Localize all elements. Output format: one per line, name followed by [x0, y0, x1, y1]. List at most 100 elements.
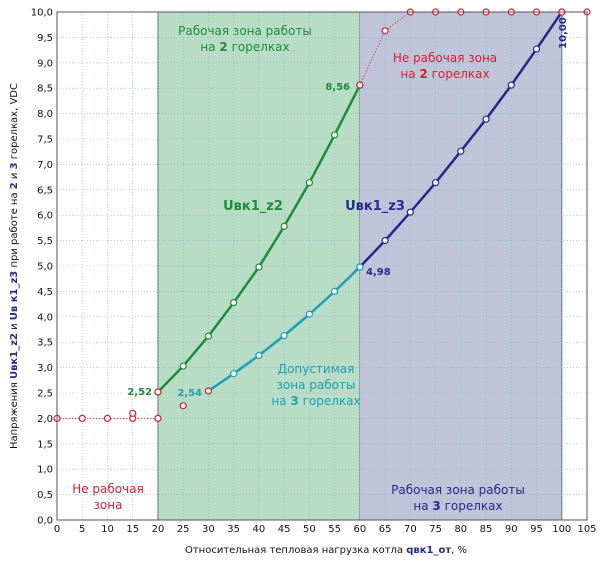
y-tick-label: 0,0 — [37, 516, 53, 527]
x-tick-label: 65 — [379, 524, 392, 535]
value-label-498: 4,98 — [366, 267, 391, 278]
y-tick-label: 9,5 — [37, 33, 53, 44]
x-tick-label: 75 — [429, 524, 442, 535]
annotation-not-working-left: Не рабочая зона — [72, 482, 144, 512]
point-allowed — [305, 310, 313, 318]
point-Uвк1_z3 — [482, 115, 490, 123]
x-tick-label: 15 — [126, 524, 139, 535]
y-tick-label: 4,0 — [37, 312, 53, 323]
x-tick-label: 5 — [79, 524, 85, 535]
y-tick-label: 1,5 — [37, 439, 53, 450]
point-red_left — [103, 414, 112, 422]
x-tick-label: 20 — [152, 524, 165, 535]
point-allowed — [255, 351, 263, 360]
point-Uвк1_z2 — [204, 332, 213, 340]
x-tick-label: 35 — [227, 524, 240, 535]
point-red_right — [381, 27, 389, 35]
y-tick-label: 3,5 — [37, 338, 53, 349]
annotation-blue-zone: Рабочая зона работы на 3 горелках — [391, 483, 525, 513]
svg-text:Не рабочая зона: Не рабочая зона — [393, 51, 497, 65]
svg-text:Рабочая зона работы: Рабочая зона работы — [391, 483, 525, 497]
svg-text:на 2 горелках: на 2 горелках — [400, 67, 489, 81]
svg-text:зона работы: зона работы — [277, 378, 356, 392]
point-red-extra — [154, 388, 162, 396]
y-tick-label: 1,0 — [37, 465, 53, 476]
svg-text:на 3 горелках: на 3 горелках — [413, 499, 502, 513]
y-tick-label: 2,0 — [37, 414, 53, 425]
y-tick-label: 10,0 — [31, 8, 53, 19]
grid-layer — [56, 11, 588, 521]
y-tick-label: 6,0 — [37, 211, 53, 222]
x-tick-label: 50 — [303, 524, 316, 535]
y-tick-label: 8,5 — [37, 84, 53, 95]
x-tick-label: 105 — [577, 524, 596, 535]
x-axis-title: Относительная тепловая нагрузка котла qв… — [185, 545, 467, 556]
y-tick-label: 4,5 — [37, 287, 53, 298]
point-Uвк1_z3 — [532, 45, 541, 53]
y-tick-label: 5,0 — [37, 262, 53, 273]
x-tick-label: 0 — [54, 524, 60, 535]
x-tick-label: 85 — [480, 524, 493, 535]
value-label-254: 2,54 — [177, 388, 202, 399]
point-Uвк1_z3 — [431, 179, 440, 187]
plot-frame — [56, 11, 588, 521]
point-Uвк1_z3 — [457, 147, 465, 155]
y-tick-label: 3,0 — [37, 363, 53, 374]
x-tick-label: 100 — [552, 524, 571, 535]
svg-text:на 3 горелках: на 3 горелках — [271, 394, 360, 408]
point-Uвк1_z2 — [179, 362, 187, 370]
point-Uвк1_z3 — [381, 237, 389, 245]
y-axis-title: Напряжения Uвк1_z2 и Uв к1_z3 при работе… — [9, 83, 20, 449]
y-tick-label: 6,5 — [37, 185, 53, 196]
x-tick-label: 60 — [353, 524, 366, 535]
x-tick-label: 30 — [202, 524, 215, 535]
y-tick-label: 8,0 — [37, 109, 53, 120]
x-tick-label: 95 — [530, 524, 543, 535]
annotation-not-working-2: Не рабочая зона на 2 горелках — [393, 51, 497, 81]
point-allowed — [230, 370, 238, 378]
series-label-z2: Uвк1_z2 — [223, 199, 283, 214]
annotation-green-zone: Рабочая зона работы на 2 горелках — [178, 24, 312, 54]
annotation-allowed-zone: Допустимая зона работы на 3 горелках — [271, 362, 360, 408]
point-allowed — [280, 331, 288, 340]
svg-text:Рабочая зона работы: Рабочая зона работы — [178, 24, 312, 38]
x-tick-label: 90 — [505, 524, 518, 535]
point-Uвк1_z3 — [507, 81, 515, 89]
point-Uвк1_z2 — [255, 263, 263, 271]
value-label-1000: 10,00 — [558, 17, 569, 49]
x-tick-label: 25 — [177, 524, 190, 535]
y-tick-label: 9,0 — [37, 58, 53, 69]
y-tick-label: 2,5 — [37, 389, 53, 400]
point-red_left — [154, 414, 162, 422]
point-red-extra — [179, 402, 187, 410]
y-tick-label: 7,5 — [37, 135, 53, 146]
series-label-z3: Uвк1_z3 — [345, 199, 405, 214]
x-tick-label: 80 — [454, 524, 467, 535]
svg-text:зона: зона — [94, 498, 123, 512]
x-tick-label: 10 — [101, 524, 114, 535]
y-tick-label: 5,5 — [37, 236, 53, 247]
ticks-layer: 0 5 10 15 20 25 30 35 40 45 50 55 60 65 70 75 80 85 90 95 10… — [31, 8, 597, 536]
svg-text:Допустимая: Допустимая — [278, 362, 355, 376]
point-red-extra — [204, 387, 213, 395]
point-red-extra — [129, 409, 137, 417]
point-Uвк1_z2 — [230, 298, 238, 307]
point-allowed — [356, 263, 364, 271]
point-Uвк1_z2 — [305, 179, 313, 187]
x-tick-label: 55 — [328, 524, 341, 535]
point-Uвк1_z2 — [331, 131, 339, 139]
point-red_right — [356, 81, 364, 89]
point-Uвк1_z3 — [406, 208, 414, 216]
x-tick-label: 40 — [253, 524, 266, 535]
point-allowed — [331, 287, 339, 295]
point-Uвк1_z2 — [280, 222, 288, 230]
y-tick-label: 7,0 — [37, 160, 53, 171]
value-label-252: 2,52 — [127, 387, 152, 398]
svg-text:на 2 горелках: на 2 горелках — [200, 40, 289, 54]
point-red_left — [78, 414, 86, 422]
y-tick-label: 0,5 — [37, 490, 53, 501]
x-tick-label: 70 — [404, 524, 417, 535]
svg-text:Не рабочая: Не рабочая — [72, 482, 144, 496]
value-label-856: 8,56 — [325, 82, 350, 93]
